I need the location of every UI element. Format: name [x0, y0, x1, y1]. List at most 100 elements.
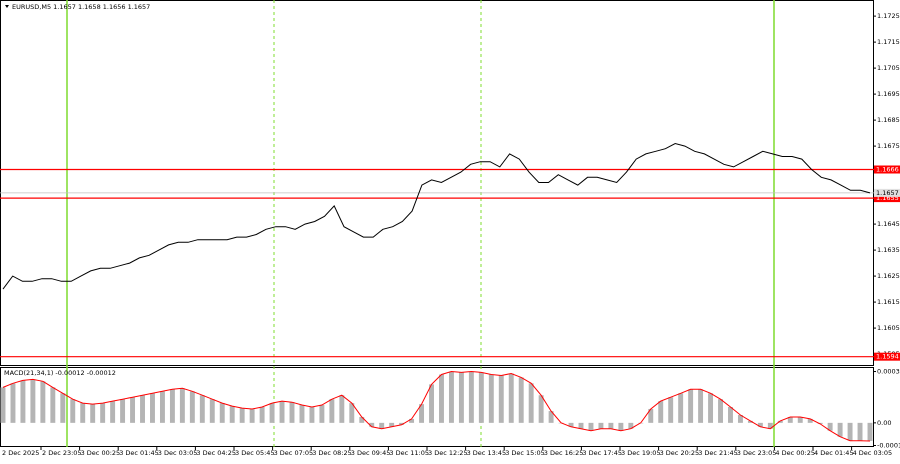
y-tick-label: 1.1645: [877, 220, 900, 228]
macd-bar: [30, 379, 36, 423]
y-tick-label: 1.1715: [877, 38, 900, 46]
time-label: 3 Dec 11:05: [389, 449, 429, 457]
macd-bar: [409, 418, 415, 423]
last-price-box: [874, 188, 900, 197]
macd-bar: [0, 387, 6, 423]
macd-bar: [40, 381, 46, 423]
dropdown-icon: [5, 5, 9, 8]
macd-bar: [399, 422, 405, 425]
macd-bar: [150, 393, 155, 423]
time-label: 3 Dec 03:05: [158, 449, 198, 457]
macd-bar: [279, 401, 285, 423]
macd-bar: [339, 395, 345, 423]
macd-bar: [747, 420, 753, 423]
macd-bar: [309, 407, 315, 423]
macd-bar: [120, 399, 126, 423]
macd-bar: [319, 405, 325, 423]
y-tick-label: 1.1675: [877, 142, 900, 150]
time-label: 3 Dec 17:45: [582, 449, 622, 457]
macd-bar: [90, 404, 96, 423]
macd-bar: [169, 389, 175, 423]
macd-bar: [508, 373, 514, 423]
macd-bar: [468, 371, 474, 423]
macd-bar: [140, 395, 145, 423]
price-panel-frame: [0, 0, 874, 366]
y-tick-label: 1.1685: [877, 116, 900, 124]
macd-bar: [528, 383, 534, 423]
macd-bar: [837, 422, 843, 437]
macd-bar: [359, 416, 365, 423]
macd-bar: [777, 420, 783, 423]
macd-bar: [668, 397, 674, 423]
macd-bar: [70, 399, 76, 423]
macd-bar: [289, 402, 295, 423]
macd-bar: [827, 422, 833, 431]
time-label: 3 Dec 21:45: [698, 449, 738, 457]
time-label: 3 Dec 23:05: [737, 449, 777, 457]
macd-bar: [787, 416, 793, 423]
macd-bar: [478, 372, 484, 423]
macd-bar: [568, 422, 574, 427]
macd-bar: [618, 422, 624, 431]
macd-bar: [708, 393, 714, 423]
y-tick-label: -0.00015: [877, 441, 900, 449]
macd-bar: [199, 395, 205, 423]
y-tick-label: 1.1725: [877, 12, 900, 20]
macd-bar: [488, 374, 494, 423]
macd-bar: [757, 422, 763, 427]
macd-bar: [389, 422, 395, 427]
macd-bar: [678, 393, 684, 423]
macd-bar: [159, 391, 165, 423]
time-label: 3 Dec 19:05: [621, 449, 661, 457]
macd-bar: [329, 399, 335, 423]
y-tick-label: 0.00: [877, 419, 891, 427]
macd-bar: [179, 388, 185, 423]
macd-bar: [737, 415, 743, 423]
macd-bar: [249, 408, 255, 423]
y-tick-label: 1.1605: [877, 324, 900, 332]
macd-bar: [80, 403, 86, 423]
macd-bar: [219, 403, 225, 423]
level-label-box: [874, 352, 900, 361]
time-label: 3 Dec 15:05: [505, 449, 545, 457]
y-tick-label: 1.1695: [877, 90, 900, 98]
macd-bar: [299, 405, 305, 423]
macd-bar: [518, 377, 524, 423]
y-tick-label: 1.1705: [877, 64, 900, 72]
macd-bar: [608, 422, 614, 429]
y-tick-label: 0.00034: [877, 368, 900, 376]
macd-bar: [50, 387, 56, 423]
time-label: 3 Dec 00:25: [81, 449, 121, 457]
time-label: 3 Dec 01:45: [119, 449, 159, 457]
time-label: 3 Dec 07:05: [274, 449, 314, 457]
macd-bar: [429, 384, 434, 423]
level-label-box: [874, 165, 900, 174]
macd-bar: [269, 403, 275, 423]
macd-bar: [419, 404, 425, 423]
macd-bar: [100, 403, 106, 423]
macd-bar: [588, 422, 594, 431]
macd-bar: [369, 422, 375, 427]
macd-bar: [867, 422, 873, 441]
y-tick-label: 1.1625: [877, 272, 900, 280]
macd-bar: [458, 372, 464, 423]
price-line: [2, 142, 871, 290]
level-label-box: [874, 194, 900, 203]
macd-bar: [648, 408, 654, 423]
time-label: 3 Dec 08:25: [312, 449, 352, 457]
macd-bar: [349, 403, 355, 423]
macd-bar: [718, 399, 723, 423]
macd-bar: [60, 393, 66, 423]
macd-bar: [797, 416, 803, 423]
time-label: 3 Dec 09:45: [351, 449, 391, 457]
level-label: 1.1666: [876, 166, 899, 174]
time-label: 3 Dec 16:25: [544, 449, 584, 457]
time-label: 2 Dec 2025: [2, 449, 39, 457]
macd-bar: [439, 374, 444, 423]
macd-bar: [807, 418, 813, 423]
macd-bar: [728, 407, 733, 423]
y-tick-label: 1.1635: [877, 246, 900, 254]
macd-panel-frame: [0, 367, 874, 447]
macd-bar: [229, 406, 235, 423]
macd-bar: [10, 383, 16, 423]
